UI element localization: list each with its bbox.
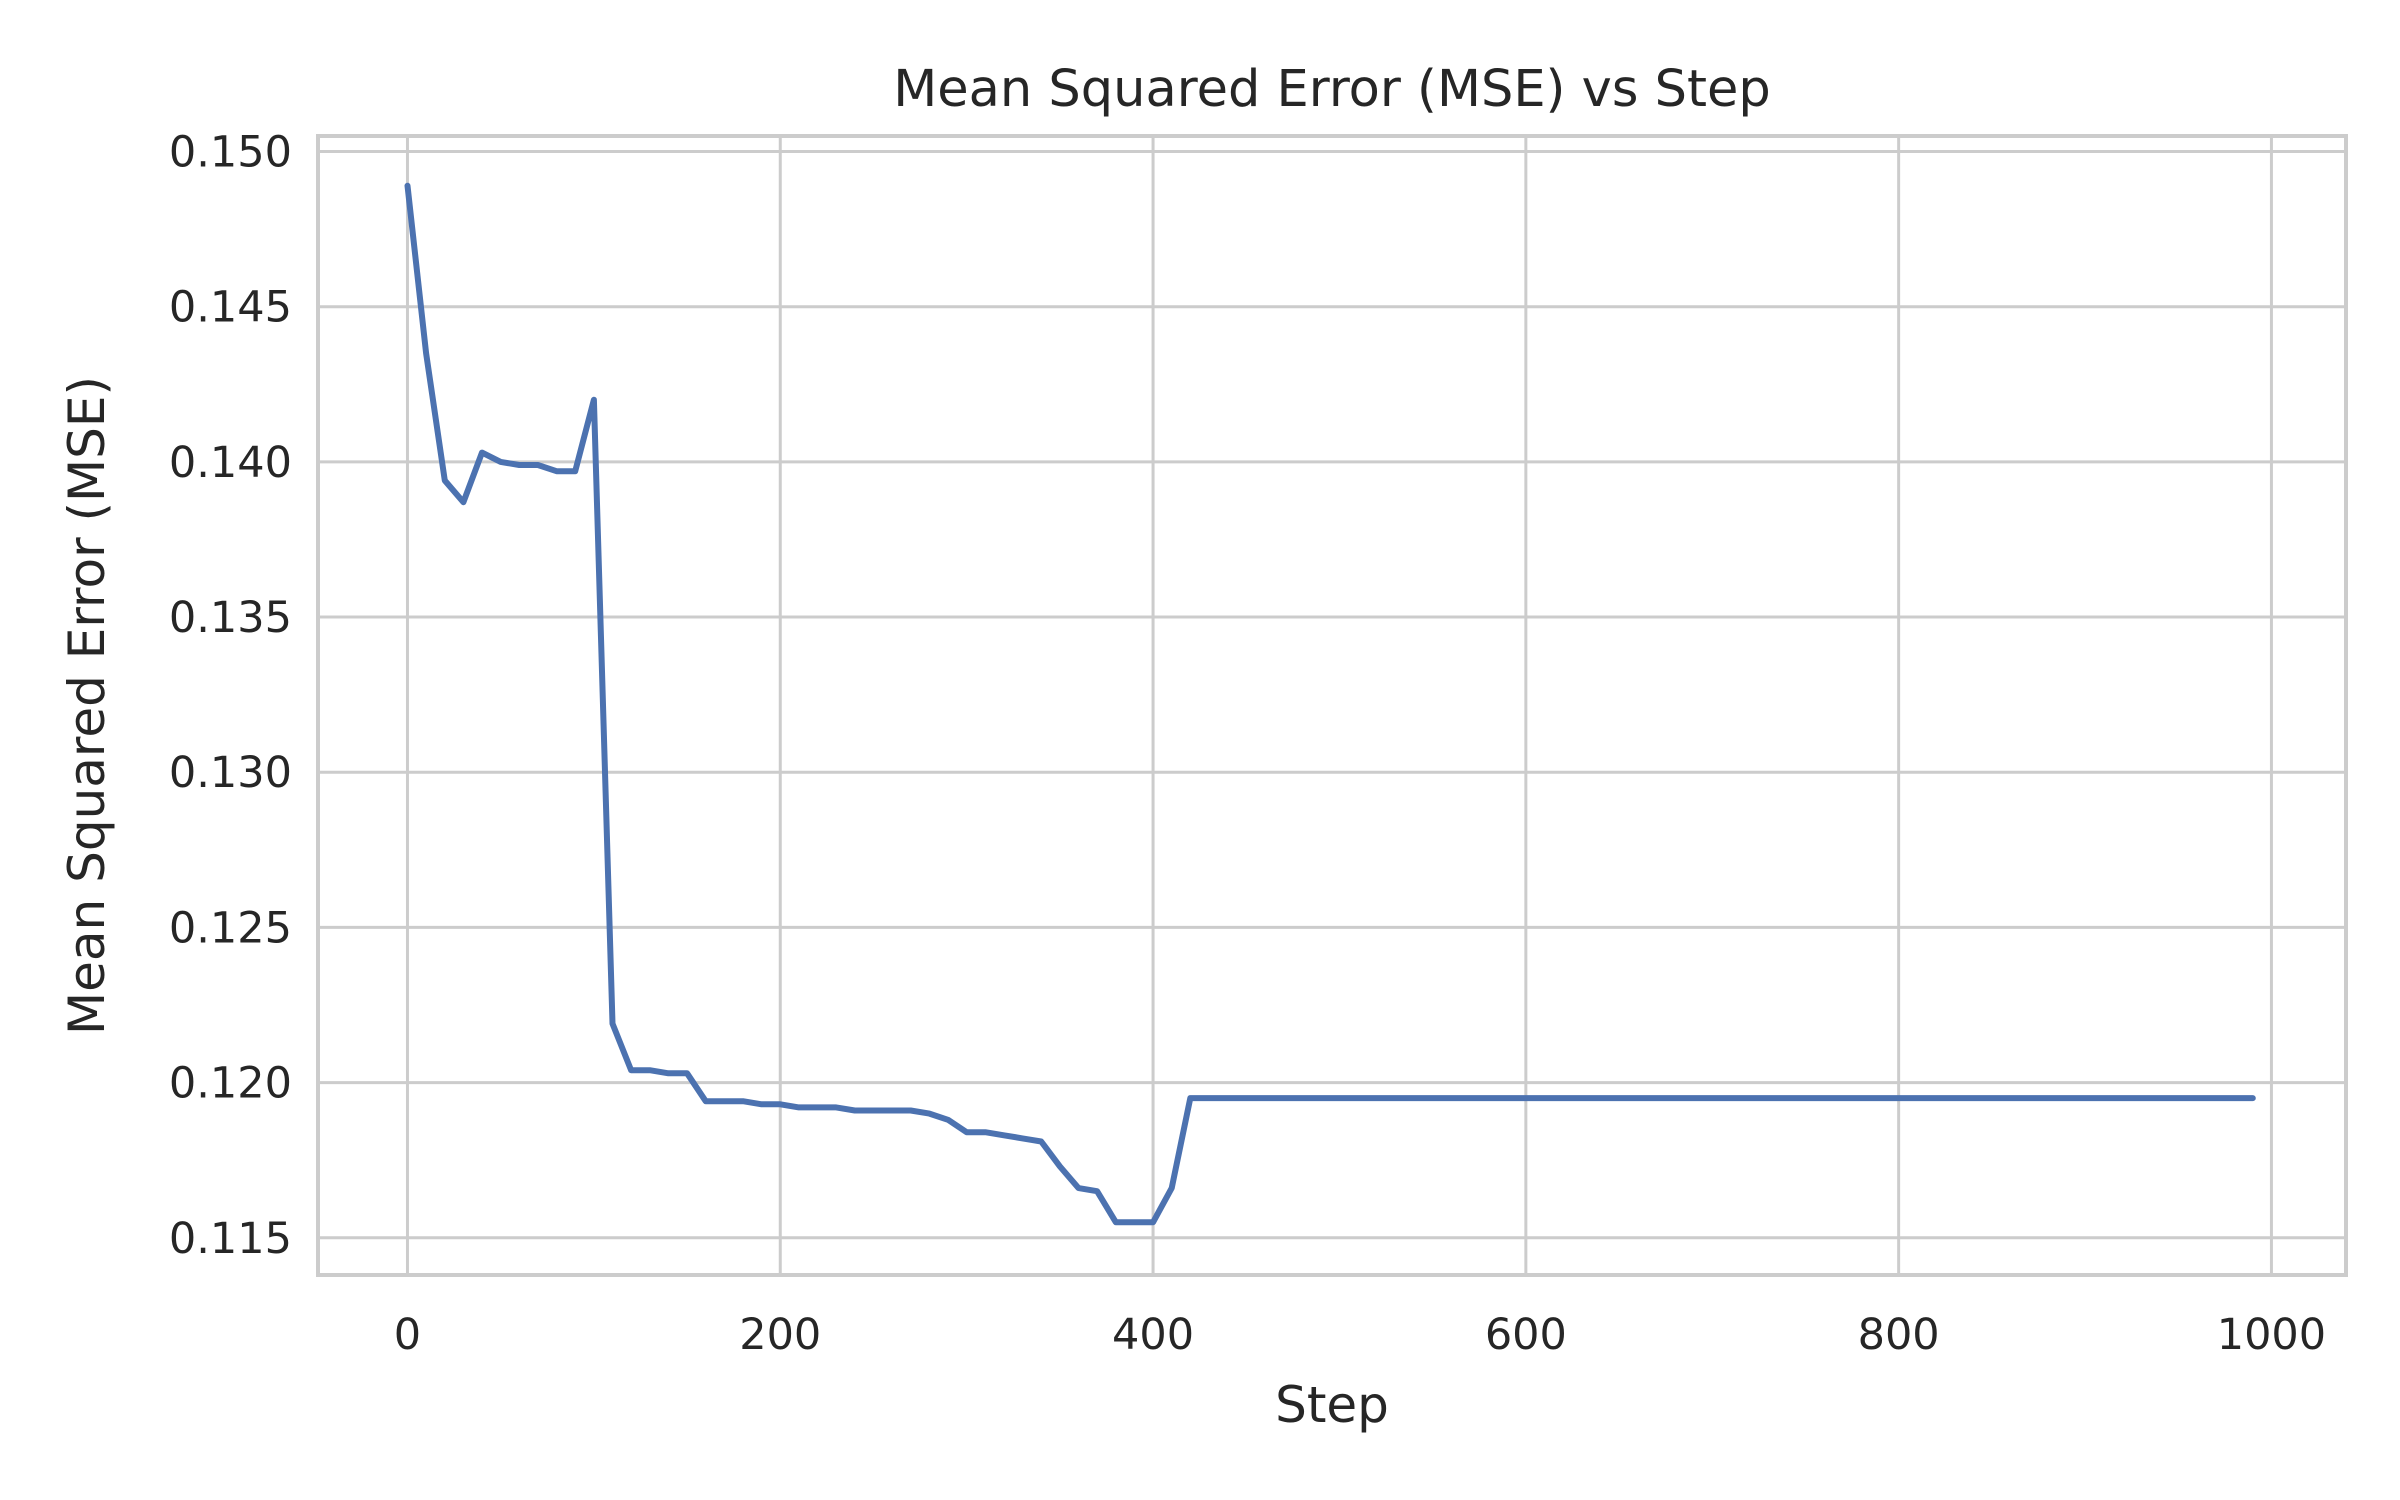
series-layer xyxy=(404,182,2256,1226)
plot-frame xyxy=(316,134,2348,1277)
x-tick-label: 0 xyxy=(394,1310,421,1360)
y-tick-label: 0.145 xyxy=(169,283,292,333)
chart-title: Mean Squared Error (MSE) vs Step xyxy=(893,60,1771,119)
x-axis-label: Step xyxy=(1275,1376,1389,1434)
y-axis-label: Mean Squared Error (MSE) xyxy=(58,376,116,1035)
y-tick-label: 0.120 xyxy=(169,1059,292,1109)
x-tick-labels: 0 200 400 600 800 1000 xyxy=(394,1310,2326,1360)
x-tick-label: 200 xyxy=(739,1310,821,1360)
x-tick-label: 1000 xyxy=(2217,1310,2326,1360)
x-tick-label: 800 xyxy=(1858,1310,1940,1360)
y-tick-label: 0.125 xyxy=(169,903,292,953)
x-tick-label: 600 xyxy=(1485,1310,1567,1360)
y-tick-label: 0.135 xyxy=(169,593,292,643)
y-tick-label: 0.115 xyxy=(169,1214,292,1264)
y-tick-label: 0.140 xyxy=(169,438,292,488)
y-tick-label: 0.150 xyxy=(169,128,292,178)
y-tick-labels: 0.115 0.120 0.125 0.130 0.135 0.140 0.145 0.150 xyxy=(169,128,292,1264)
series-line xyxy=(404,182,2256,1226)
y-tick-label: 0.130 xyxy=(169,748,292,798)
x-tick-label: 400 xyxy=(1112,1310,1194,1360)
grid-layer xyxy=(318,136,2346,1275)
